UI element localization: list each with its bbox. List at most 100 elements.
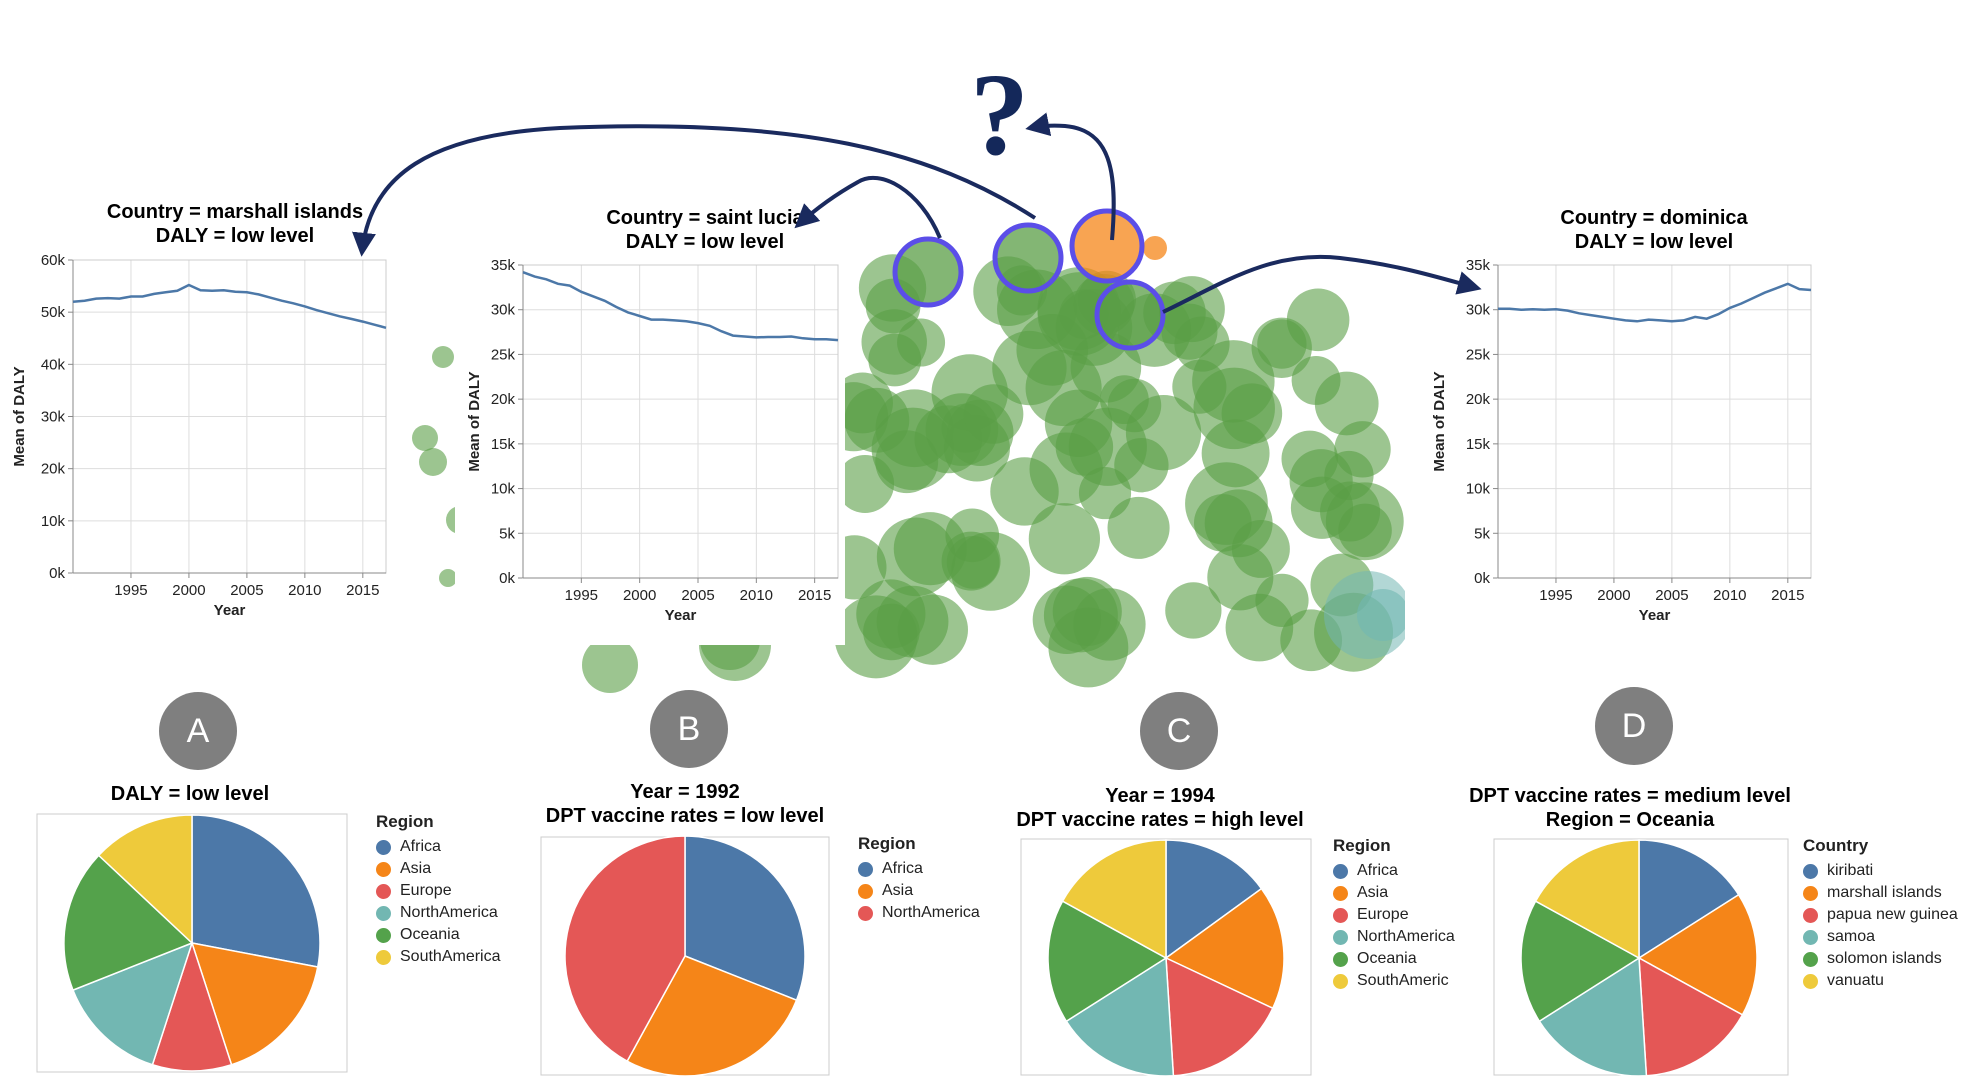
bubble-mark — [1286, 288, 1350, 352]
legend-label: solomon islands — [1827, 950, 1942, 967]
legend-label: Oceania — [1357, 950, 1417, 967]
line-chart-d-title-line-2: DALY = low level — [1574, 231, 1734, 253]
legend-item: Africa — [376, 836, 536, 858]
pie-b-legend: Region Africa Asia NorthAmerica — [858, 834, 1008, 924]
line-chart-d-x-axis-title: Year — [1639, 607, 1671, 624]
legend-swatch — [1803, 929, 1818, 945]
pie-chart-c-slice — [1165, 956, 1274, 1076]
pie-b-title: Year = 1992 DPT vaccine rates = low leve… — [515, 780, 855, 828]
legend-item: samoa — [1803, 926, 1965, 948]
line-chart-a-y-tick-label: 40k — [41, 356, 66, 373]
arrow-to-question — [1025, 112, 1116, 241]
legend-label: marshall islands — [1827, 884, 1942, 901]
bubble-mark — [1107, 496, 1170, 559]
arrow-to-chart-d — [1162, 254, 1482, 314]
line-chart-a-title-line-2: DALY = low level — [155, 225, 315, 247]
line-chart-d-x-tick-label: 2015 — [1771, 587, 1804, 604]
legend-item: Europe — [1333, 904, 1455, 926]
pie-chart-b — [540, 836, 830, 1076]
highlighted-bubble — [992, 222, 1064, 294]
line-chart-d-x-tick-label: 2010 — [1713, 587, 1746, 604]
line-chart-a-title-line-1: Country = marshall islands — [106, 201, 364, 223]
legend-item: Africa — [858, 858, 1008, 880]
pie-chart-d-slice — [1538, 956, 1648, 1076]
badge-c: C — [1140, 692, 1218, 770]
bubble-mark — [875, 389, 954, 468]
line-chart-b-y-axis-title: Mean of DALY — [466, 371, 483, 471]
legend-item: NorthAmerica — [858, 902, 1008, 924]
bubble-mark — [439, 569, 457, 587]
line-chart-b-title: Country = saint lucia DALY = low level — [545, 206, 865, 254]
line-chart-a-x-axis-title: Year — [214, 602, 246, 619]
pie-a-legend: Region Africa Asia Europe NorthAmerica Ocean… — [376, 812, 536, 968]
line-chart-d-y-tick-label: 25k — [1466, 346, 1491, 363]
line-chart-d-x-tick-label: 1995 — [1539, 587, 1572, 604]
line-chart-b-y-tick-label: 10k — [491, 481, 516, 498]
legend-label: Africa — [1357, 862, 1398, 879]
line-chart-b-y-tick-label: 5k — [499, 525, 515, 542]
badge-b: B — [650, 690, 728, 768]
legend-label: NorthAmerica — [1357, 928, 1455, 945]
pie-chart-c-slice — [1165, 839, 1263, 960]
legend-label: Asia — [400, 860, 432, 877]
pie-chart-c-slice — [1164, 887, 1285, 1010]
pie-chart-c — [1020, 838, 1312, 1076]
line-chart-b-title-line-2: DALY = low level — [625, 231, 785, 253]
legend-label: Africa — [400, 838, 441, 855]
legend-item: Africa — [1333, 860, 1455, 882]
legend-swatch — [376, 883, 391, 899]
badge-d: D — [1595, 687, 1673, 765]
pie-c-title: Year = 1994 DPT vaccine rates = high lev… — [990, 784, 1330, 832]
legend-item: Asia — [858, 880, 1008, 902]
pie-chart-b-slice — [684, 836, 806, 1002]
bubble-mark — [941, 531, 1001, 591]
bubble-mark — [412, 425, 438, 451]
line-chart-d-title-line-1: Country = dominica — [1560, 207, 1748, 229]
legend-swatch — [1333, 929, 1348, 945]
legend-swatch — [376, 861, 391, 877]
bubble-mark — [1032, 585, 1102, 655]
pie-d-legend: Country kiribati marshall islands papua ne… — [1803, 836, 1965, 992]
pie-a-title: DALY = low level — [40, 782, 340, 806]
line-chart-a-x-tick-label: 2000 — [172, 582, 205, 599]
legend-item: NorthAmerica — [1333, 926, 1455, 948]
pie-chart-d-slice — [1637, 893, 1758, 1016]
pie-chart-d-slice — [1638, 956, 1744, 1076]
legend-item: Asia — [376, 858, 536, 880]
pie-chart-a-slice — [97, 814, 193, 945]
line-chart-b-panel — [455, 205, 845, 645]
pie-chart-c-slice — [1065, 956, 1175, 1076]
question-mark: ? — [970, 49, 1029, 180]
legend-label: NorthAmerica — [400, 904, 498, 921]
line-chart-d-y-tick-label: 15k — [1466, 436, 1491, 453]
pie-chart-b-slice — [626, 955, 798, 1076]
bubble-group — [412, 208, 1412, 693]
legend-label: SouthAmeric — [1357, 972, 1449, 989]
line-chart-b-x-axis-title: Year — [665, 607, 697, 624]
bubble-mark — [963, 384, 1024, 444]
legend-swatch — [376, 927, 391, 943]
bubble-mark — [419, 448, 447, 476]
line-chart-d-title: Country = dominica DALY = low level — [1494, 206, 1814, 254]
line-chart-d-y-tick-label: 30k — [1466, 302, 1491, 319]
line-chart-a-series-line — [72, 283, 387, 330]
pie-c-title-line-1: Year = 1994 — [1105, 785, 1215, 807]
pie-b-legend-title: Region — [858, 834, 916, 853]
legend-swatch — [858, 883, 873, 899]
line-chart-a-x-tick-label: 1995 — [114, 582, 147, 599]
legend-swatch — [1803, 907, 1818, 923]
bubble-mark — [1143, 236, 1167, 260]
legend-label: Asia — [1357, 884, 1389, 901]
line-chart-d: 0k 5k 10k 15k 20k 25k 30k 35k 1995 2000 2005 2010 20… — [1431, 257, 1812, 624]
line-chart-a-x-tick-label: 2015 — [346, 582, 379, 599]
legend-swatch — [858, 861, 873, 877]
line-chart-b-title-line-1: Country = saint lucia — [606, 207, 804, 229]
legend-label: samoa — [1827, 928, 1876, 945]
pie-chart-d-slice — [1520, 900, 1641, 1023]
line-chart-b-y-tick-label: 15k — [491, 436, 516, 453]
line-chart-a-x-tick-label: 2005 — [230, 582, 263, 599]
line-chart-a-y-tick-label: 0k — [49, 565, 65, 582]
pie-chart-a-slice — [72, 941, 194, 1066]
pie-chart-a — [36, 813, 348, 1073]
